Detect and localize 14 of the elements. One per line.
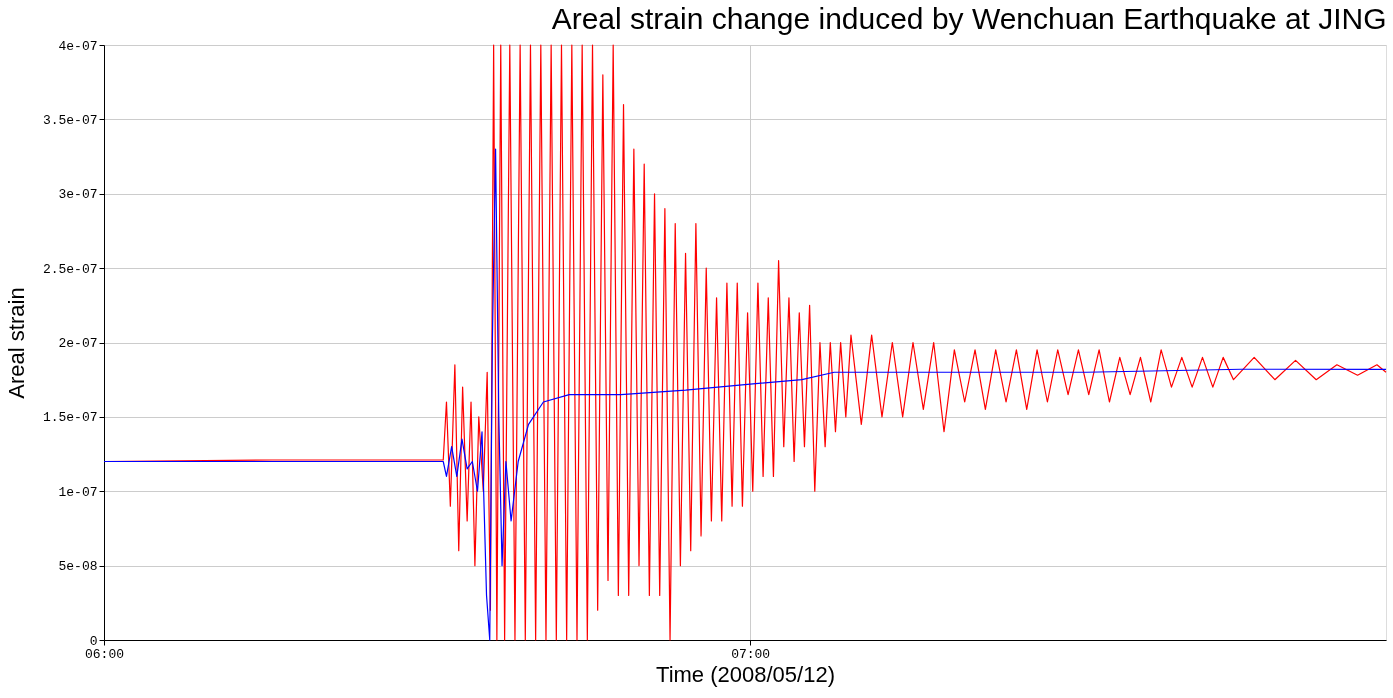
y-tick-label: 2e-07 <box>58 336 98 351</box>
y-axis-title: Areal strain <box>3 287 29 399</box>
y-tick-label: 2.5e-07 <box>42 261 98 277</box>
x-tick-label: 07:00 <box>731 646 771 662</box>
y-tick-label: 3e-07 <box>58 187 98 203</box>
x-axis-title: Time (2008/05/12) <box>656 661 835 687</box>
chart-title: Areal strain change induced by Wenchuan Earthquake at JING <box>551 2 1387 35</box>
y-tick-label: 5e-08 <box>58 559 98 575</box>
y-tick-label: 0 <box>89 633 98 649</box>
y-tick-label: 1e-07 <box>58 484 98 500</box>
y-tick-label: 4e-07 <box>58 38 98 54</box>
x-tick-label: 06:00 <box>84 646 125 662</box>
y-tick-label: 3.5e-07 <box>42 112 98 128</box>
y-tick-label: 1.5e-07 <box>42 410 98 426</box>
